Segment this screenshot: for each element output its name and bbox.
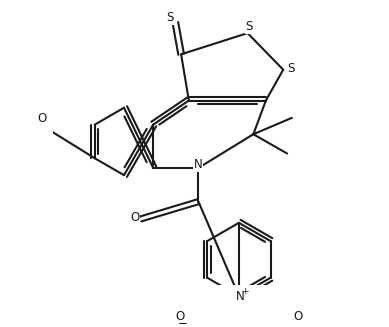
Text: O: O <box>293 310 303 323</box>
Text: S: S <box>245 20 253 33</box>
Text: −: − <box>178 317 188 327</box>
Text: O: O <box>38 112 47 126</box>
Text: S: S <box>287 62 295 75</box>
Text: +: + <box>242 287 249 296</box>
Text: N: N <box>193 158 202 171</box>
Text: N: N <box>236 290 244 303</box>
Text: S: S <box>166 11 174 24</box>
Text: O: O <box>175 310 184 323</box>
Text: O: O <box>130 211 140 224</box>
